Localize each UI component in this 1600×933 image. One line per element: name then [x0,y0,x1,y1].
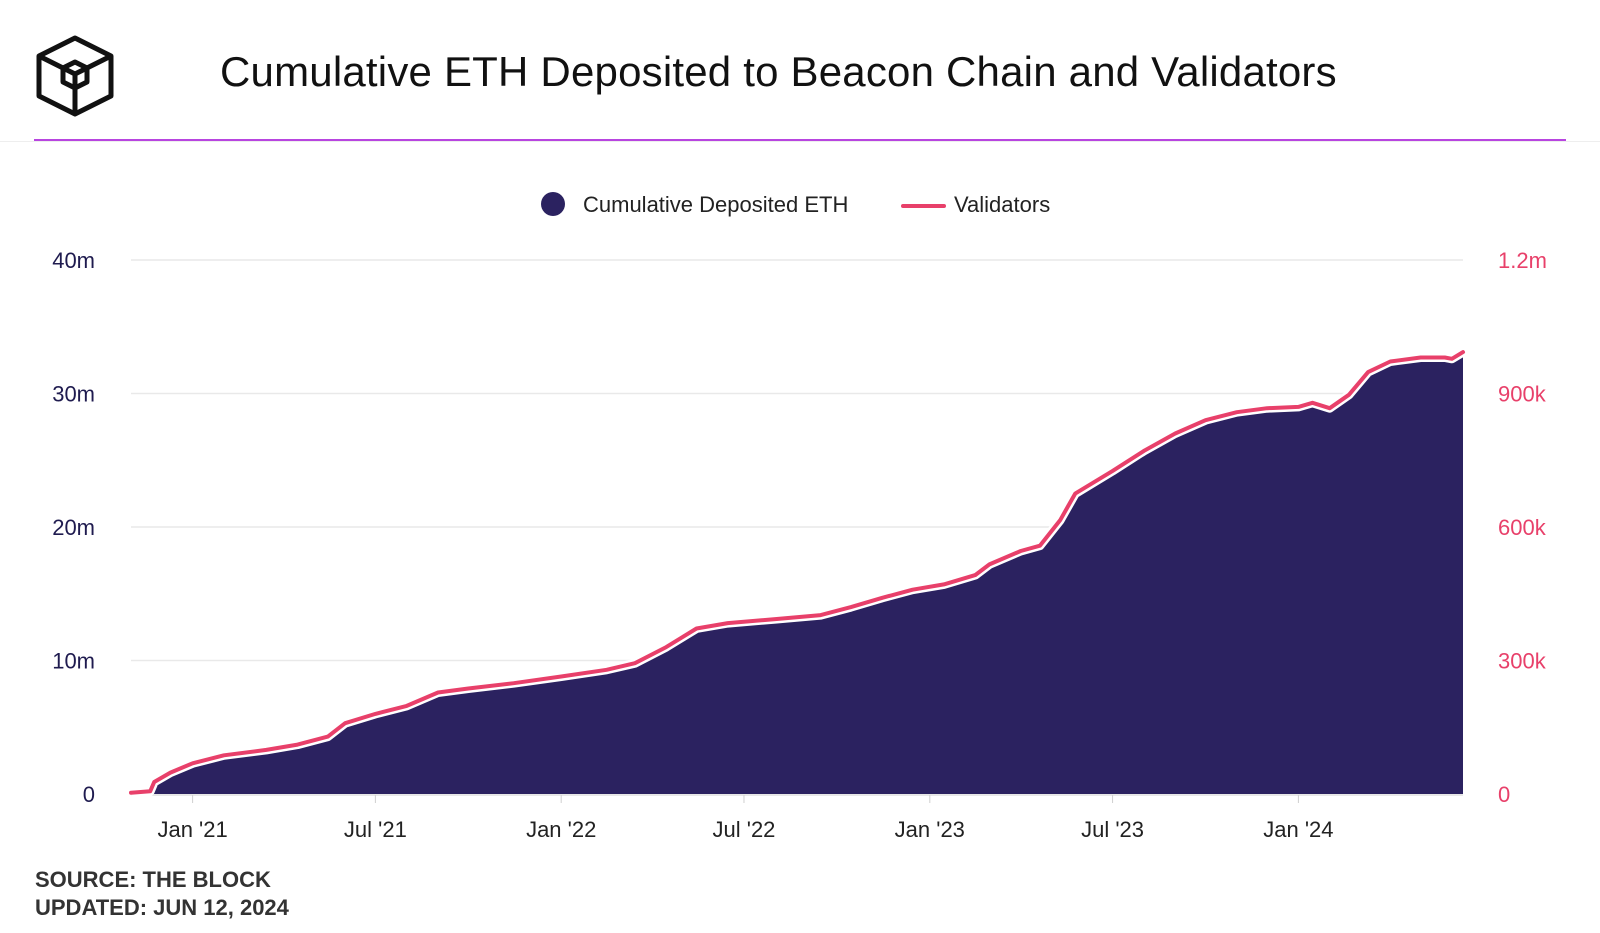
series-line-validators [129,350,1465,795]
x-axis: Jan '21 Jul '21 Jan '22 Jul '22 Jan '23 Jul '… [131,794,1463,842]
y-right-tick-label: 600k [1498,515,1547,540]
legend-label-validators: Validators [954,192,1050,217]
plot-area [129,348,1466,798]
series-area-cumulative-deposited-eth [131,352,1463,794]
y-left-tick-label: 30m [52,382,95,407]
y-axis-left: 0 10m 20m 30m 40m [52,248,95,807]
x-tick-label: Jan '23 [895,817,965,842]
y-right-tick-label: 900k [1498,382,1547,407]
y-left-tick-label: 0 [83,782,95,807]
chart: Cumulative Deposited ETH Validators 0 10m… [52,192,1547,842]
legend: Cumulative Deposited ETH Validators [541,192,1050,217]
updated-note: UPDATED: JUN 12, 2024 [35,895,289,920]
x-tick-label: Jul '23 [1081,817,1144,842]
legend-marker-deposited-eth [541,192,565,216]
x-tick-label: Jul '21 [344,817,407,842]
x-tick-label: Jan '24 [1263,817,1333,842]
source-note: SOURCE: THE BLOCK [35,867,271,892]
y-right-tick-label: 300k [1498,649,1547,674]
x-tick-label: Jan '22 [526,817,596,842]
y-left-tick-label: 10m [52,649,95,674]
x-tick-label: Jul '22 [713,817,776,842]
y-right-tick-label: 0 [1498,782,1510,807]
the-block-logo-icon [36,35,114,117]
y-left-tick-label: 20m [52,515,95,540]
chart-title: Cumulative ETH Deposited to Beacon Chain… [220,48,1337,95]
x-tick-label: Jan '21 [157,817,227,842]
chart-header: Cumulative ETH Deposited to Beacon Chain… [0,0,1600,140]
y-left-tick-label: 40m [52,248,95,273]
legend-label-deposited-eth: Cumulative Deposited ETH [583,192,848,217]
accent-divider [34,139,1566,141]
chart-footer: SOURCE: THE BLOCK UPDATED: JUN 12, 2024 [35,866,289,922]
y-axis-right: 0 300k 600k 900k 1.2m [1498,248,1547,807]
y-right-tick-label: 1.2m [1498,248,1547,273]
header-divider [0,141,1600,142]
